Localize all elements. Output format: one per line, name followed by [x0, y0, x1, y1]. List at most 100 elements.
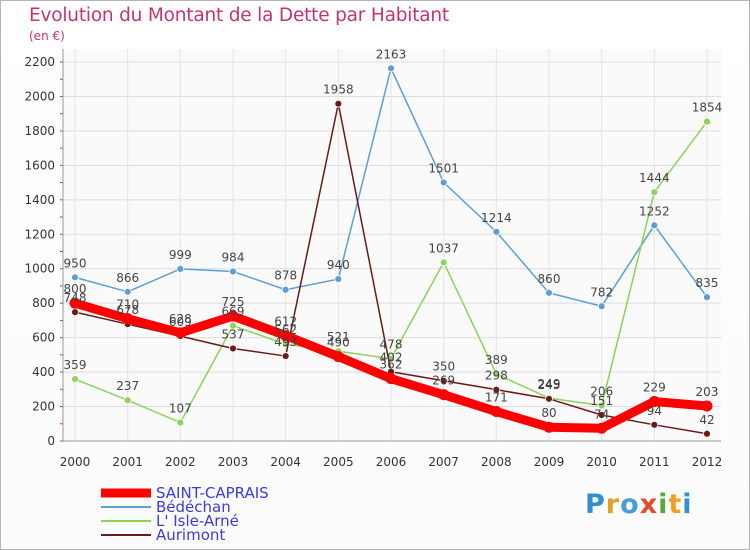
data-point — [229, 344, 237, 353]
data-point — [71, 273, 79, 282]
data-label: 748 — [64, 291, 87, 305]
data-label: 800 — [64, 282, 87, 296]
data-label: 1037 — [428, 241, 459, 255]
data-point — [492, 385, 501, 394]
y-tick-label: 1000 — [24, 262, 55, 276]
data-point — [438, 389, 450, 401]
data-label: 269 — [432, 374, 455, 388]
proxiti-logo: Proxiti — [585, 489, 693, 520]
x-tick-label: 2008 — [481, 455, 512, 469]
x-tick-label: 2004 — [270, 455, 301, 469]
x-tick-label: 2011 — [639, 455, 670, 469]
x-tick-label: 2000 — [60, 455, 91, 469]
data-label: 237 — [116, 379, 139, 393]
data-point — [543, 421, 555, 433]
data-label: 206 — [590, 385, 613, 399]
data-label: 999 — [169, 248, 192, 262]
data-label: 229 — [643, 381, 666, 395]
x-tick-label: 2012 — [692, 455, 723, 469]
data-label: 562 — [274, 323, 297, 337]
data-label: 94 — [647, 404, 662, 418]
x-tick-label: 2006 — [376, 455, 407, 469]
data-label: 359 — [64, 358, 87, 372]
y-tick-label: 2000 — [24, 89, 55, 103]
y-tick-label: 400 — [32, 365, 55, 379]
data-label: 1214 — [481, 211, 512, 225]
data-label: 362 — [380, 358, 403, 372]
data-point — [648, 396, 660, 408]
x-tick-label: 2009 — [534, 455, 565, 469]
y-tick-label: 1600 — [24, 158, 55, 172]
y-tick-label: 0 — [47, 434, 55, 448]
data-point — [385, 373, 397, 385]
data-point — [387, 64, 395, 73]
data-label: 1444 — [639, 171, 670, 185]
data-point — [229, 321, 237, 330]
data-label: 940 — [327, 258, 350, 272]
data-point — [280, 330, 292, 342]
data-point — [71, 308, 79, 317]
x-tick-label: 2007 — [428, 455, 459, 469]
data-label: 245 — [538, 378, 561, 392]
x-tick-label: 2005 — [323, 455, 354, 469]
data-label: 1501 — [428, 161, 459, 175]
data-label: 493 — [274, 335, 297, 349]
data-label: 835 — [696, 276, 719, 290]
data-point — [545, 288, 553, 297]
data-point — [545, 394, 553, 403]
x-tick-label: 2002 — [165, 455, 196, 469]
data-label: 950 — [64, 256, 87, 270]
data-point — [281, 352, 290, 360]
data-label: 478 — [380, 338, 403, 352]
data-point — [490, 406, 502, 418]
data-label: 612 — [274, 315, 297, 329]
data-label: 537 — [222, 327, 245, 341]
data-label: 860 — [538, 272, 561, 286]
y-tick-label: 200 — [32, 400, 55, 414]
data-label: 171 — [485, 391, 508, 405]
legend-label: Bédéchan — [156, 498, 231, 516]
data-point — [650, 420, 659, 429]
data-label: 725 — [222, 295, 245, 309]
data-point — [176, 264, 185, 273]
data-point — [703, 117, 711, 126]
data-label: 490 — [327, 336, 350, 350]
data-point — [334, 99, 343, 108]
data-label: 42 — [699, 413, 714, 427]
data-point — [332, 351, 344, 363]
legend-label: SAINT-CAPRAIS — [156, 484, 269, 502]
data-point — [492, 370, 501, 378]
data-point — [597, 411, 606, 419]
data-point — [492, 227, 501, 236]
data-label: 628 — [169, 312, 192, 326]
data-label: 678 — [116, 303, 139, 317]
data-label: 984 — [222, 250, 245, 264]
data-label: 350 — [432, 360, 455, 374]
data-point — [439, 178, 448, 187]
data-point — [596, 422, 608, 434]
data-point — [439, 258, 448, 267]
data-point — [227, 310, 239, 322]
data-point — [174, 327, 186, 339]
data-point — [123, 287, 132, 296]
data-point — [334, 275, 343, 283]
data-point — [71, 375, 79, 384]
y-tick-label: 1200 — [24, 227, 55, 241]
data-point — [597, 302, 606, 311]
data-label: 609 — [169, 315, 192, 329]
data-point — [229, 267, 237, 276]
data-label: 298 — [485, 369, 508, 383]
data-point — [703, 429, 711, 438]
data-point — [701, 400, 713, 412]
x-tick-label: 2003 — [218, 455, 249, 469]
x-tick-label: 2010 — [586, 455, 617, 469]
data-label: 389 — [485, 353, 508, 367]
data-point — [650, 188, 659, 197]
data-label: 80 — [541, 406, 556, 420]
data-label: 1854 — [692, 101, 723, 115]
data-label: 402 — [380, 351, 403, 365]
data-label: 74 — [594, 407, 609, 421]
data-label: 866 — [116, 271, 139, 285]
data-label: 1958 — [323, 83, 354, 97]
